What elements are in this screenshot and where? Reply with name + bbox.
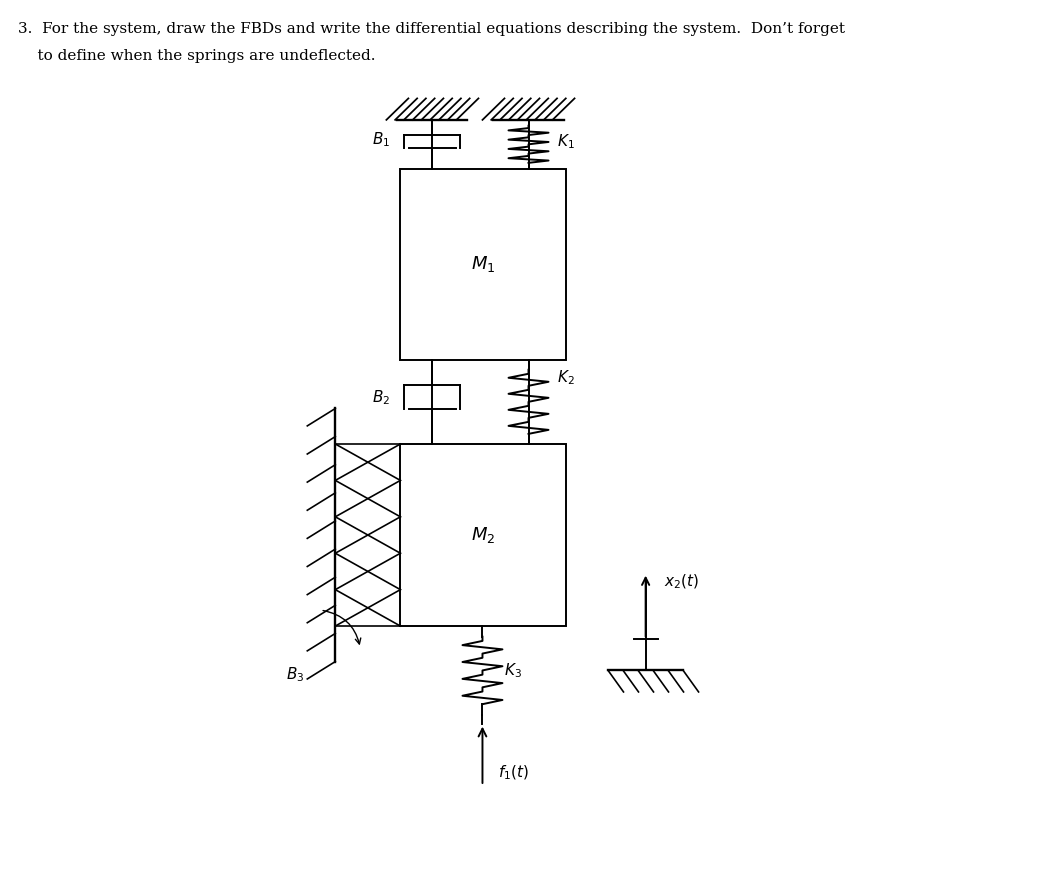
Bar [401, 169, 566, 360]
Text: $M_2$: $M_2$ [471, 525, 495, 545]
Text: $B_3$: $B_3$ [286, 665, 304, 685]
Text: $x_2(t)$: $x_2(t)$ [663, 573, 699, 591]
Text: $K_2$: $K_2$ [556, 368, 574, 387]
Text: $M_1$: $M_1$ [471, 254, 495, 274]
Bar [401, 444, 566, 626]
Text: $K_3$: $K_3$ [504, 661, 522, 680]
Text: $B_1$: $B_1$ [373, 131, 390, 149]
Text: $f_1(t)$: $f_1(t)$ [498, 764, 529, 781]
Text: $K_1$: $K_1$ [556, 132, 574, 152]
Text: to define when the springs are undeflected.: to define when the springs are undeflect… [18, 49, 376, 63]
Text: $B_2$: $B_2$ [373, 388, 390, 407]
Text: 3.  For the system, draw the FBDs and write the differential equations describin: 3. For the system, draw the FBDs and wri… [18, 22, 845, 36]
